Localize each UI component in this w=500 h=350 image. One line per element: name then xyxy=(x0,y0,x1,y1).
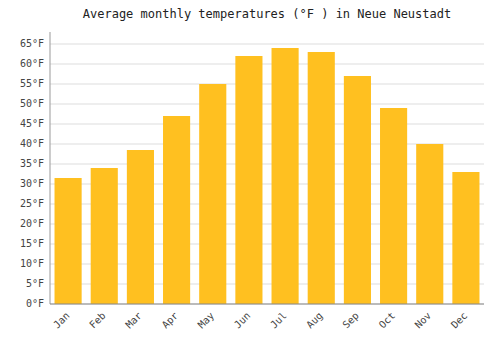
x-tick-label: Jun xyxy=(232,310,253,331)
x-tick-label: Dec xyxy=(449,310,470,331)
y-tick-label: 40°F xyxy=(20,138,44,149)
chart: 0°F 5°F 10°F 15°F 20°F 25°F 30°F 35°F 40°F 45°F 50… xyxy=(0,0,500,350)
y-tick-label: 15°F xyxy=(20,238,44,249)
y-tick-label: 35°F xyxy=(20,158,44,169)
grid-line xyxy=(50,104,484,105)
x-tick-label: May xyxy=(196,310,217,331)
bar xyxy=(380,108,407,304)
x-tick-label: Oct xyxy=(377,310,398,331)
grid-line xyxy=(50,124,484,125)
bar xyxy=(452,172,479,304)
y-tick-label: 0°F xyxy=(26,298,44,309)
y-axis: 0°F 5°F 10°F 15°F 20°F 25°F 30°F 35°F 40°F 45°F 50… xyxy=(20,38,484,309)
bar xyxy=(344,76,371,304)
x-tick-label: Aug xyxy=(304,310,325,331)
x-tick-label: Jul xyxy=(268,310,289,331)
bar xyxy=(308,52,335,304)
bar xyxy=(416,144,443,304)
bar xyxy=(91,168,118,304)
grid-line xyxy=(50,64,484,65)
x-axis: Jan Feb Mar Apr May Jun Jul Aug Sep Oct Nov Dec xyxy=(51,310,469,331)
bars xyxy=(55,48,480,304)
y-tick-label: 10°F xyxy=(20,258,44,269)
x-tick-label: Nov xyxy=(413,310,434,331)
y-tick-label: 55°F xyxy=(20,78,44,89)
x-axis-line xyxy=(50,304,484,305)
y-tick-label: 5°F xyxy=(26,278,44,289)
y-axis-line xyxy=(50,32,51,304)
x-tick-label: Mar xyxy=(123,310,144,331)
grid-line xyxy=(50,84,484,85)
chart-container: 0°F 5°F 10°F 15°F 20°F 25°F 30°F 35°F 40°F 45°F 50… xyxy=(0,0,500,350)
bar xyxy=(127,150,154,304)
y-tick-label: 25°F xyxy=(20,198,44,209)
x-tick-label: Sep xyxy=(340,310,361,331)
y-tick-label: 50°F xyxy=(20,98,44,109)
x-tick-label: Jan xyxy=(51,310,72,331)
x-tick-label: Feb xyxy=(87,310,108,331)
x-tick-label: Apr xyxy=(160,310,181,331)
y-tick-label: 60°F xyxy=(20,58,44,69)
bar xyxy=(235,56,262,304)
bar xyxy=(199,84,226,304)
bar xyxy=(55,178,82,304)
y-tick-label: 20°F xyxy=(20,218,44,229)
y-tick-label: 30°F xyxy=(20,178,44,189)
bar xyxy=(163,116,190,304)
grid-line xyxy=(50,44,484,45)
y-tick-label: 45°F xyxy=(20,118,44,129)
y-tick-label: 65°F xyxy=(20,38,44,49)
bar xyxy=(272,48,299,304)
title: Average monthly temperatures (°F ) in Ne… xyxy=(83,7,451,21)
grid-line xyxy=(50,304,484,305)
